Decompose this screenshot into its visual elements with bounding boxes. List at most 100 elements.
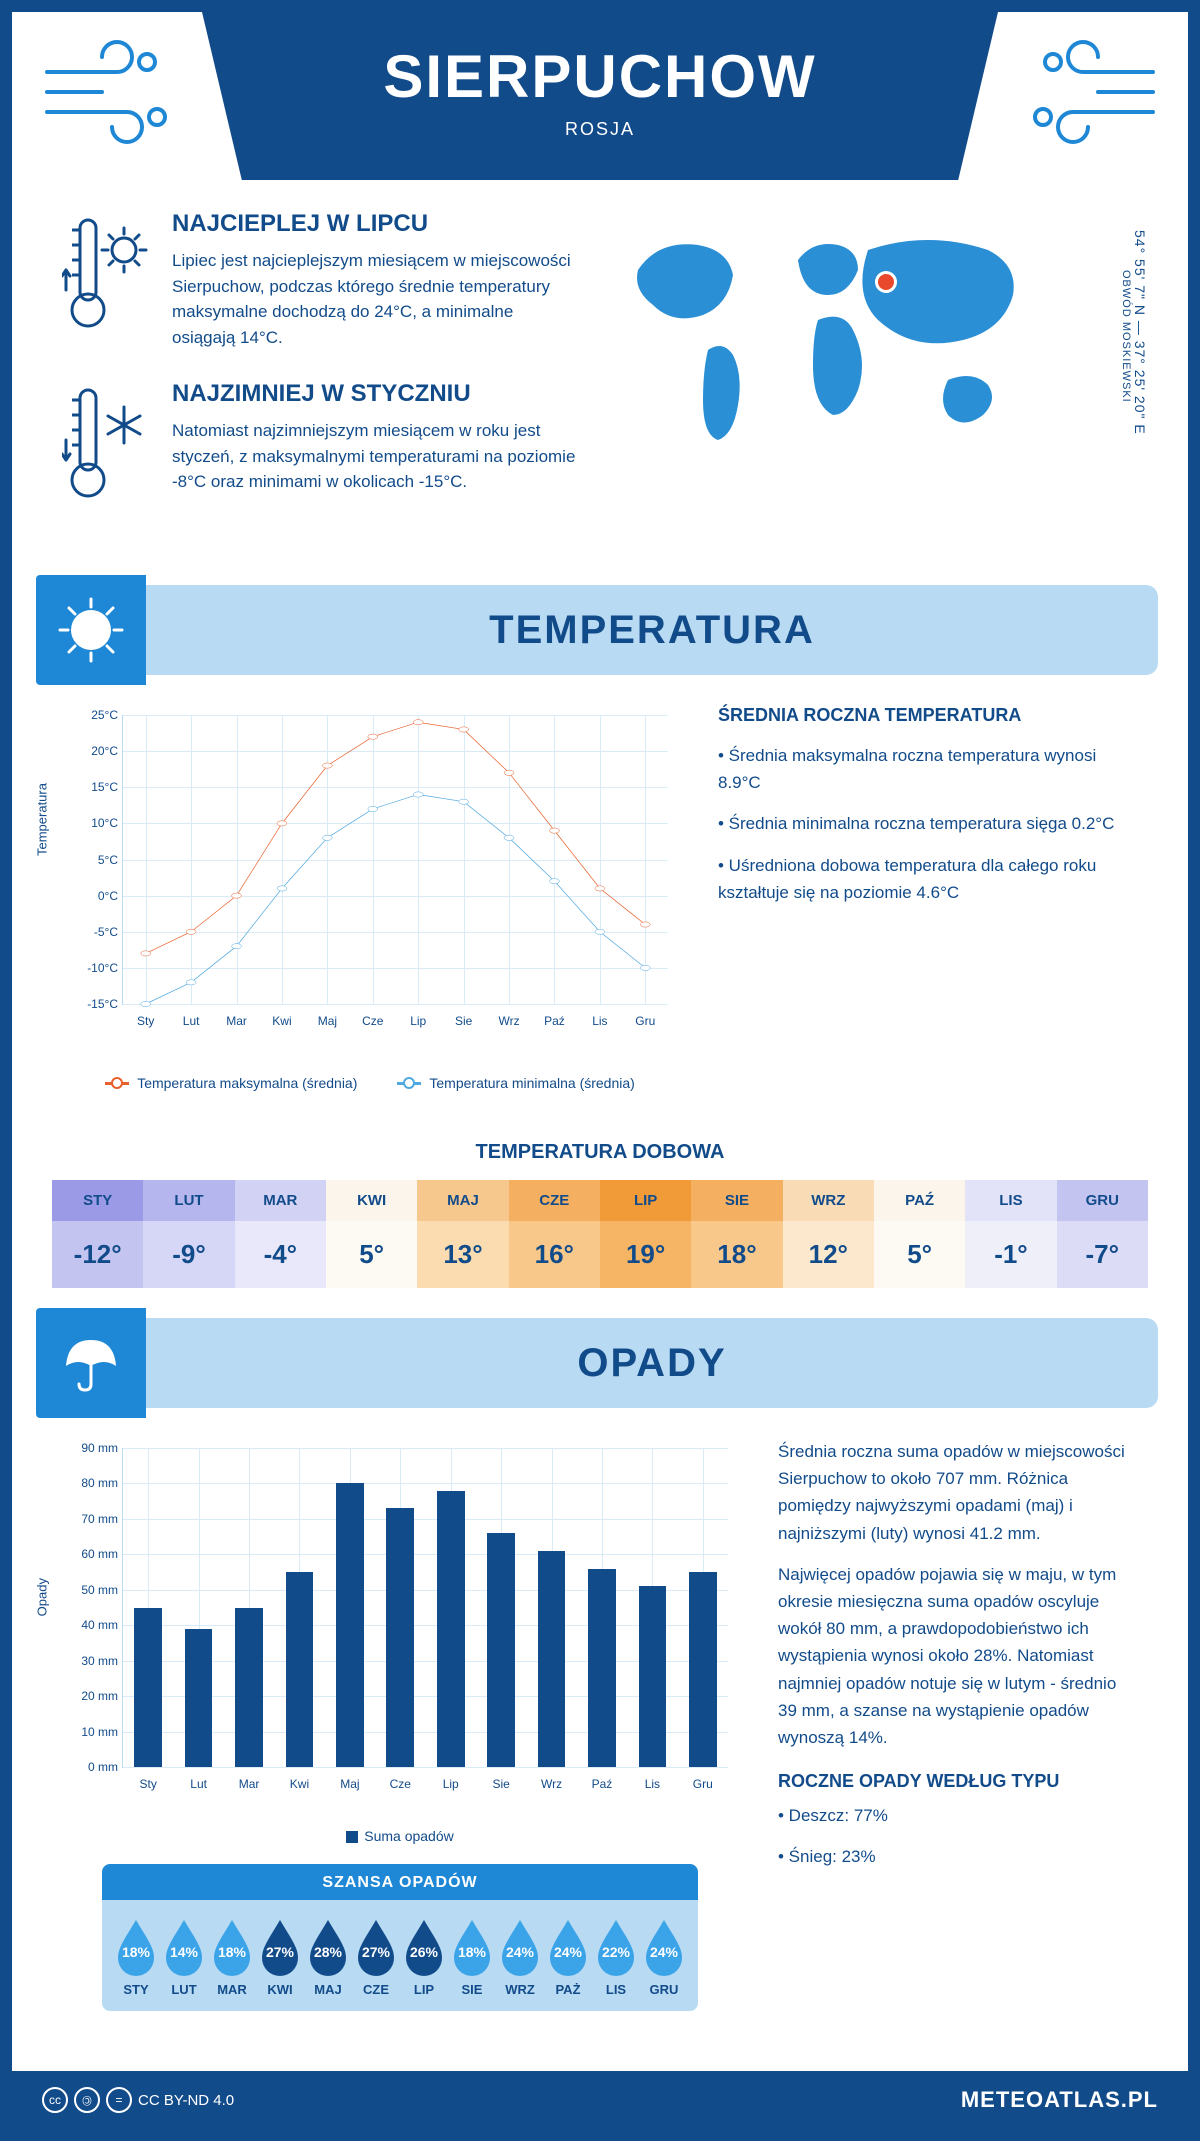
daily-temp-cell: GRU-7° [1057,1180,1148,1288]
chance-month: GRU [640,1982,688,1997]
warm-fact-text: Lipiec jest najcieplejszym miesiącem w m… [172,248,578,350]
y-tick-label: 70 mm [73,1512,118,1526]
y-tick-label: 30 mm [73,1654,118,1668]
chance-value: 27% [256,1944,304,1960]
by-icon: 🄯 [74,2087,100,2113]
temperature-annual-info: ŚREDNIA ROCZNA TEMPERATURA • Średnia mak… [718,705,1138,1091]
by-type-rain: • Deszcz: 77% [778,1802,1138,1829]
y-tick-label: 50 mm [73,1583,118,1597]
y-tick-label: -5°C [73,925,118,939]
header: SIERPUCHOW ROSJA [12,12,1188,180]
raindrop-icon: 18% [112,1918,160,1976]
precip-bar [487,1533,515,1767]
temperature-title: TEMPERATURA [146,608,1158,653]
chance-value: 27% [352,1944,400,1960]
precip-bar [639,1586,667,1767]
chance-cell: 24%PAŻ [544,1918,592,1997]
x-tick-label: Sie [492,1777,509,1791]
y-tick-label: -10°C [73,961,118,975]
chance-value: 18% [112,1944,160,1960]
y-tick-label: 10 mm [73,1725,118,1739]
chance-value: 22% [592,1944,640,1960]
x-tick-label: Wrz [498,1014,519,1028]
y-tick-label: 60 mm [73,1547,118,1561]
coord-lat: 54° 55' 7" N [1132,230,1148,316]
daily-temp-strip: STY-12°LUT-9°MAR-4°KWI5°MAJ13°CZE16°LIP1… [52,1180,1148,1288]
chance-cell: 24%GRU [640,1918,688,1997]
x-tick-label: Paź [544,1014,565,1028]
x-tick-label: Maj [318,1014,337,1028]
x-tick-label: Gru [635,1014,655,1028]
chance-value: 24% [544,1944,592,1960]
precipitation-bar-chart: Opady 0 mm10 mm20 mm30 mm40 mm50 mm60 mm… [62,1438,738,1818]
intro-section: NAJCIEPLEJ W LIPCU Lipiec jest najcieple… [12,180,1188,565]
y-tick-label: -15°C [73,997,118,1011]
chance-value: 24% [496,1944,544,1960]
thermometer-snow-icon [62,380,152,515]
raindrop-icon: 27% [256,1918,304,1976]
annual-bullet: • Średnia maksymalna roczna temperatura … [718,742,1138,796]
raindrop-icon: 24% [544,1918,592,1976]
precipitation-section-header: OPADY [42,1318,1158,1408]
x-tick-label: Mar [226,1014,247,1028]
raindrop-icon: 27% [352,1918,400,1976]
city-title: SIERPUCHOW [222,42,978,111]
daily-temp-cell: CZE16° [509,1180,600,1288]
legend-max: Temperatura maksymalna (średnia) [105,1075,357,1091]
x-tick-label: Lut [190,1777,207,1791]
y-tick-label: 90 mm [73,1441,118,1455]
daily-temp-cell: WRZ12° [783,1180,874,1288]
x-tick-label: Lip [443,1777,459,1791]
temp-y-axis-label: Temperatura [35,783,50,856]
x-tick-label: Kwi [290,1777,309,1791]
chance-cell: 18%SIE [448,1918,496,1997]
coord-region: OBWÓD MOSKIEWSKI [1120,238,1132,435]
chance-month: LUT [160,1982,208,1997]
precip-text: Najwięcej opadów pojawia się w maju, w t… [778,1561,1138,1751]
precip-bar [689,1572,717,1767]
raindrop-icon: 18% [448,1918,496,1976]
raindrop-icon: 22% [592,1918,640,1976]
wind-icon [37,32,177,152]
coordinates: 54° 55' 7" N — 37° 25' 20" E OBWÓD MOSKI… [1120,230,1148,435]
x-tick-label: Sie [455,1014,472,1028]
chance-value: 26% [400,1944,448,1960]
daily-temp-cell: MAJ13° [417,1180,508,1288]
license: cc 🄯 = CC BY-ND 4.0 [42,2087,234,2113]
y-tick-label: 15°C [73,780,118,794]
title-banner: SIERPUCHOW ROSJA [202,12,998,180]
chance-value: 18% [448,1944,496,1960]
country-subtitle: ROSJA [222,119,978,140]
chance-cell: 14%LUT [160,1918,208,1997]
precipitation-info: Średnia roczna suma opadów w miejscowośc… [778,1438,1138,2041]
wind-decoration-left [12,12,202,172]
temperature-section-header: TEMPERATURA [42,585,1158,675]
y-tick-label: 0 mm [73,1760,118,1774]
umbrella-icon [36,1308,146,1418]
cold-fact-title: NAJZIMNIEJ W STYCZNIU [172,380,578,408]
x-tick-label: Kwi [272,1014,291,1028]
precip-text: Średnia roczna suma opadów w miejscowośc… [778,1438,1138,1547]
daily-temp-cell: LUT-9° [143,1180,234,1288]
footer: cc 🄯 = CC BY-ND 4.0 METEOATLAS.PL [12,2071,1188,2129]
x-tick-label: Sty [140,1777,157,1791]
x-tick-label: Gru [693,1777,713,1791]
chance-month: MAJ [304,1982,352,1997]
daily-temp-cell: SIE18° [691,1180,782,1288]
x-tick-label: Cze [390,1777,411,1791]
daily-temp-cell: LIS-1° [965,1180,1056,1288]
y-tick-label: 10°C [73,816,118,830]
precipitation-chance-box: SZANSA OPADÓW 18%STY14%LUT18%MAR27%KWI28… [102,1864,698,2011]
precipitation-chart-row: Opady 0 mm10 mm20 mm30 mm40 mm50 mm60 mm… [12,1438,1188,2071]
precip-bar [336,1483,364,1767]
precip-bar [185,1629,213,1767]
world-map [618,210,1038,470]
by-type-snow: • Śnieg: 23% [778,1843,1138,1870]
chance-cell: 22%LIS [592,1918,640,1997]
chance-month: WRZ [496,1982,544,1997]
cc-icon: cc [42,2087,68,2113]
cold-fact: NAJZIMNIEJ W STYCZNIU Natomiast najzimni… [62,380,578,515]
precip-bar [286,1572,314,1767]
precip-y-axis-label: Opady [35,1578,50,1616]
chance-cell: 28%MAJ [304,1918,352,1997]
